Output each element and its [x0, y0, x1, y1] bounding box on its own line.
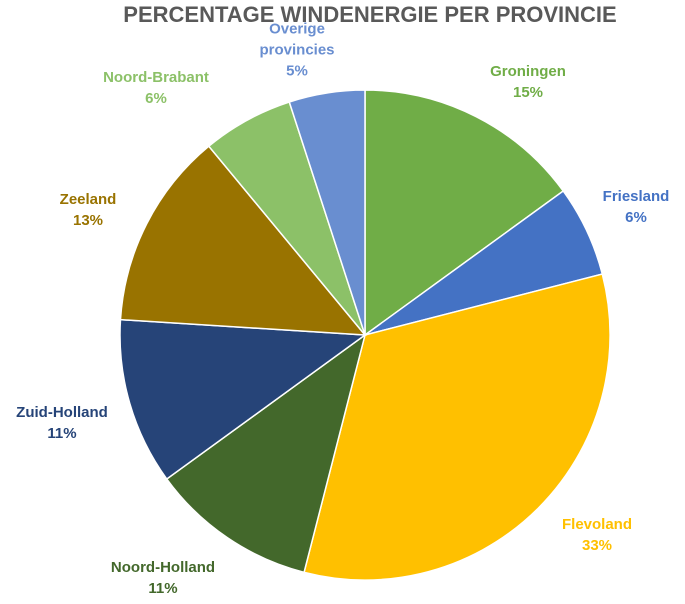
category-label: Zuid-Holland [16, 404, 108, 421]
pie-slice [364, 89, 565, 337]
data-label: Zeeland 13% [18, 189, 158, 231]
category-label: Friesland [602, 188, 670, 205]
value-label: 11% [148, 580, 178, 597]
value-label: 15% [512, 84, 544, 101]
pie-slice [165, 333, 367, 574]
value-label: 33% [581, 537, 613, 554]
value-label: 11% [47, 425, 77, 442]
value-label: 6% [145, 90, 167, 107]
data-label: Overige provincies 5% [247, 19, 347, 82]
category-label: Noord-Brabant [103, 69, 209, 86]
category-label: Overige provincies [259, 20, 335, 59]
pie-slice [303, 273, 611, 581]
pie-slice [119, 145, 367, 336]
data-label: Friesland 6% [566, 186, 685, 228]
category-label: Zeeland [59, 191, 117, 208]
value-label: 5% [286, 62, 308, 80]
category-label: Groningen [490, 63, 566, 80]
pie-slice [119, 318, 368, 481]
category-label: Noord-Holland [110, 559, 216, 576]
data-label: Zuid-Holland 11% [0, 402, 132, 444]
data-label: Groningen 15% [458, 61, 598, 103]
data-label: Noord-Brabant 6% [86, 67, 226, 109]
value-label: 6% [625, 209, 647, 226]
data-label: Flevoland 33% [527, 514, 667, 556]
pie-slice [288, 89, 366, 336]
category-label: Flevoland [561, 516, 632, 533]
chart-title: PERCENTAGE WINDENERGIE PER PROVINCIE [123, 2, 617, 27]
value-label: 13% [72, 212, 104, 229]
data-label: Noord-Holland 11% [93, 557, 233, 599]
